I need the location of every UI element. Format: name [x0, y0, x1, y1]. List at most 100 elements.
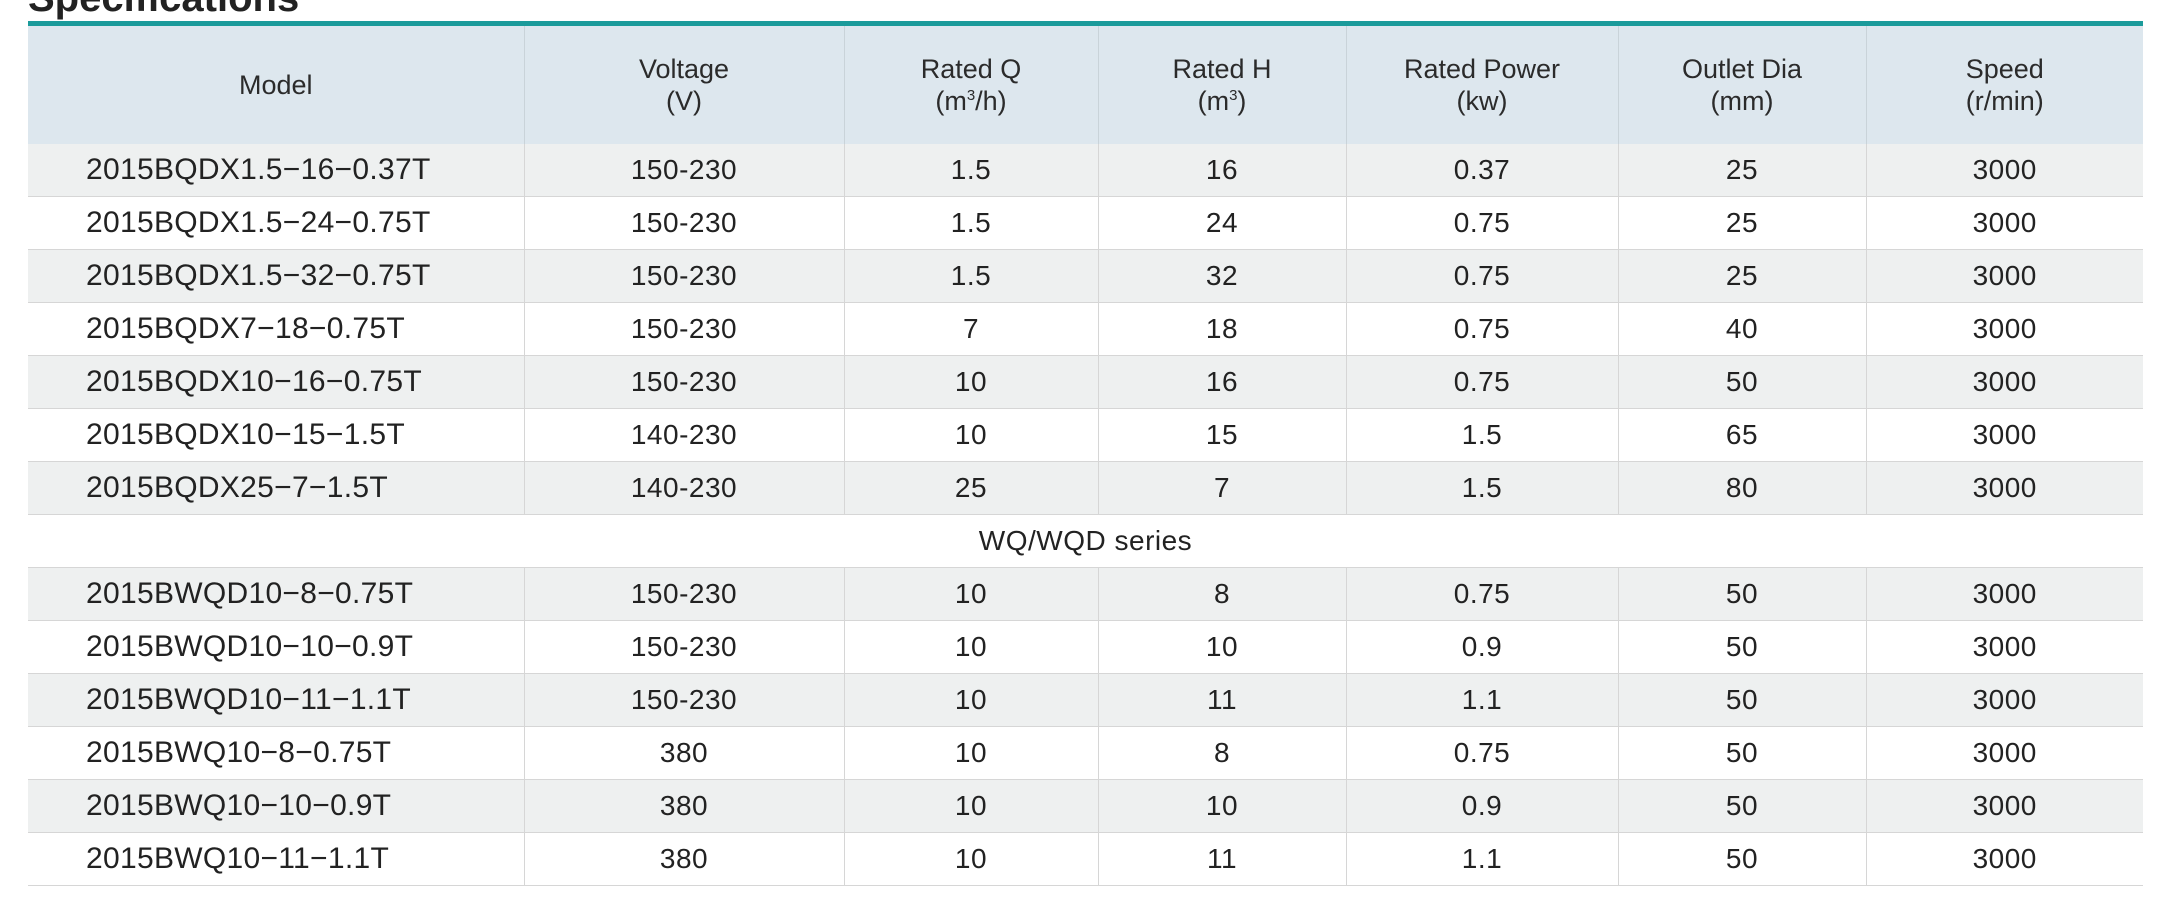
cell-model: 2015BWQD10−10−0.9T: [28, 620, 524, 674]
cell-outlet-dia: 50: [1617, 355, 1866, 409]
header-speed-label: Speed: [1965, 54, 2044, 84]
cell-rated-q: 10: [843, 832, 1098, 886]
cell-outlet-dia: 50: [1617, 832, 1866, 886]
cell-model: 2015BWQD10−8−0.75T: [28, 567, 524, 621]
header-rated-q-unit-post: /h): [975, 86, 1007, 116]
cell-rated-power: 0.75: [1345, 196, 1618, 250]
cell-rated-h: 11: [1097, 673, 1346, 727]
cell-voltage: 150-230: [523, 620, 844, 674]
cell-voltage: 150-230: [523, 249, 844, 303]
cell-rated-h: 24: [1097, 196, 1346, 250]
header-rated-power-label: Rated Power: [1403, 54, 1561, 84]
cell-outlet-dia: 25: [1617, 196, 1866, 250]
header-voltage-label: Voltage: [638, 54, 730, 84]
cell-voltage: 140-230: [523, 408, 844, 462]
cell-rated-h: 15: [1097, 408, 1346, 462]
header-model-label: Model: [238, 70, 313, 100]
table-row: 2015BQDX1.5−16−0.37T 150-230 1.5 16 0.37…: [28, 144, 2143, 197]
cell-rated-power: 1.5: [1345, 408, 1618, 462]
series-label: WQ/WQD series: [28, 514, 2143, 568]
header-speed: Speed (r/min): [1865, 23, 2143, 144]
cell-voltage: 140-230: [523, 461, 844, 515]
header-voltage-unit: (V): [666, 86, 702, 116]
table-row: 2015BWQ10−10−0.9T 380 10 10 0.9 50 3000: [28, 779, 2143, 833]
cell-voltage: 150-230: [523, 302, 844, 356]
header-rated-power: Rated Power (kw): [1345, 23, 1618, 144]
table-row: 2015BQDX1.5−32−0.75T 150-230 1.5 32 0.75…: [28, 249, 2143, 303]
header-rated-h-unit: (m3): [1099, 85, 1346, 117]
header-rated-q-unit-sup: 3: [966, 87, 976, 104]
cell-model: 2015BQDX10−16−0.75T: [28, 355, 524, 409]
cell-voltage: 380: [523, 726, 844, 780]
cell-rated-power: 1.5: [1345, 461, 1618, 515]
table-row: 2015BWQ10−11−1.1T 380 10 11 1.1 50 3000: [28, 832, 2143, 886]
table-header: Model Voltage (V) Rated Q (m3/h) Rated H…: [28, 23, 2143, 144]
cell-rated-h: 7: [1097, 461, 1346, 515]
header-rated-h: Rated H (m3): [1097, 23, 1346, 144]
cell-outlet-dia: 50: [1617, 726, 1866, 780]
header-rated-power-unit: (kw): [1456, 86, 1508, 116]
cell-model: 2015BWQ10−11−1.1T: [28, 832, 524, 886]
cell-rated-power: 0.75: [1345, 249, 1618, 303]
cell-outlet-dia: 25: [1617, 249, 1866, 303]
cell-rated-power: 0.75: [1345, 355, 1618, 409]
cell-rated-power: 0.75: [1345, 567, 1618, 621]
cell-rated-q: 10: [843, 620, 1098, 674]
header-row: Model Voltage (V) Rated Q (m3/h) Rated H…: [28, 23, 2143, 144]
table-row: 2015BQDX10−15−1.5T 140-230 10 15 1.5 65 …: [28, 408, 2143, 462]
cell-rated-q: 10: [843, 673, 1098, 727]
header-outlet-dia-unit: (mm): [1710, 86, 1774, 116]
cell-rated-power: 1.1: [1345, 673, 1618, 727]
cell-outlet-dia: 40: [1617, 302, 1866, 356]
cell-model: 2015BWQ10−10−0.9T: [28, 779, 524, 833]
cell-model: 2015BQDX1.5−24−0.75T: [28, 196, 524, 250]
cell-speed: 3000: [1865, 196, 2143, 250]
header-rated-h-unit-post: ): [1237, 86, 1247, 116]
table-row: 2015BQDX1.5−24−0.75T 150-230 1.5 24 0.75…: [28, 196, 2143, 250]
cell-rated-q: 25: [843, 461, 1098, 515]
table-row: 2015BQDX7−18−0.75T 150-230 7 18 0.75 40 …: [28, 302, 2143, 356]
header-rated-q-unit-pre: (m: [935, 86, 967, 116]
cell-speed: 3000: [1865, 726, 2143, 780]
cell-outlet-dia: 80: [1617, 461, 1866, 515]
cell-speed: 3000: [1865, 461, 2143, 515]
cell-outlet-dia: 50: [1617, 673, 1866, 727]
header-model: Model: [28, 23, 524, 144]
header-rated-h-unit-sup: 3: [1229, 87, 1238, 104]
cell-voltage: 150-230: [523, 196, 844, 250]
cell-rated-power: 0.37: [1345, 144, 1618, 197]
cell-speed: 3000: [1865, 144, 2143, 197]
header-voltage: Voltage (V): [523, 23, 844, 144]
cell-rated-power: 1.1: [1345, 832, 1618, 886]
cell-speed: 3000: [1865, 673, 2143, 727]
cell-rated-h: 8: [1097, 567, 1346, 621]
cell-model: 2015BWQD10−11−1.1T: [28, 673, 524, 727]
cell-rated-q: 10: [843, 408, 1098, 462]
table-row: 2015BWQD10−11−1.1T 150-230 10 11 1.1 50 …: [28, 673, 2143, 727]
cell-rated-h: 11: [1097, 832, 1346, 886]
cell-rated-h: 16: [1097, 144, 1346, 197]
cell-model: 2015BQDX1.5−16−0.37T: [28, 144, 524, 197]
cell-rated-h: 8: [1097, 726, 1346, 780]
table-row: 2015BQDX25−7−1.5T 140-230 25 7 1.5 80 30…: [28, 461, 2143, 515]
cell-rated-h: 10: [1097, 779, 1346, 833]
cell-speed: 3000: [1865, 567, 2143, 621]
cell-voltage: 380: [523, 779, 844, 833]
cell-speed: 3000: [1865, 249, 2143, 303]
cell-model: 2015BQDX1.5−32−0.75T: [28, 249, 524, 303]
series-divider-row: WQ/WQD series: [28, 514, 2143, 568]
table-row: 2015BQDX10−16−0.75T 150-230 10 16 0.75 5…: [28, 355, 2143, 409]
table-row: 2015BWQD10−10−0.9T 150-230 10 10 0.9 50 …: [28, 620, 2143, 674]
page-title-fragment: Specifications: [28, 0, 348, 22]
cell-model: 2015BWQ10−8−0.75T: [28, 726, 524, 780]
cell-rated-q: 10: [843, 779, 1098, 833]
header-outlet-dia-label: Outlet Dia: [1681, 54, 1803, 84]
cell-speed: 3000: [1865, 620, 2143, 674]
cell-outlet-dia: 65: [1617, 408, 1866, 462]
cell-rated-q: 7: [843, 302, 1098, 356]
spec-table: Model Voltage (V) Rated Q (m3/h) Rated H…: [28, 21, 2143, 886]
header-rated-q-unit: (m3/h): [845, 85, 1098, 117]
cell-outlet-dia: 50: [1617, 779, 1866, 833]
table-body: 2015BQDX1.5−16−0.37T 150-230 1.5 16 0.37…: [28, 144, 2143, 886]
cell-voltage: 150-230: [523, 355, 844, 409]
